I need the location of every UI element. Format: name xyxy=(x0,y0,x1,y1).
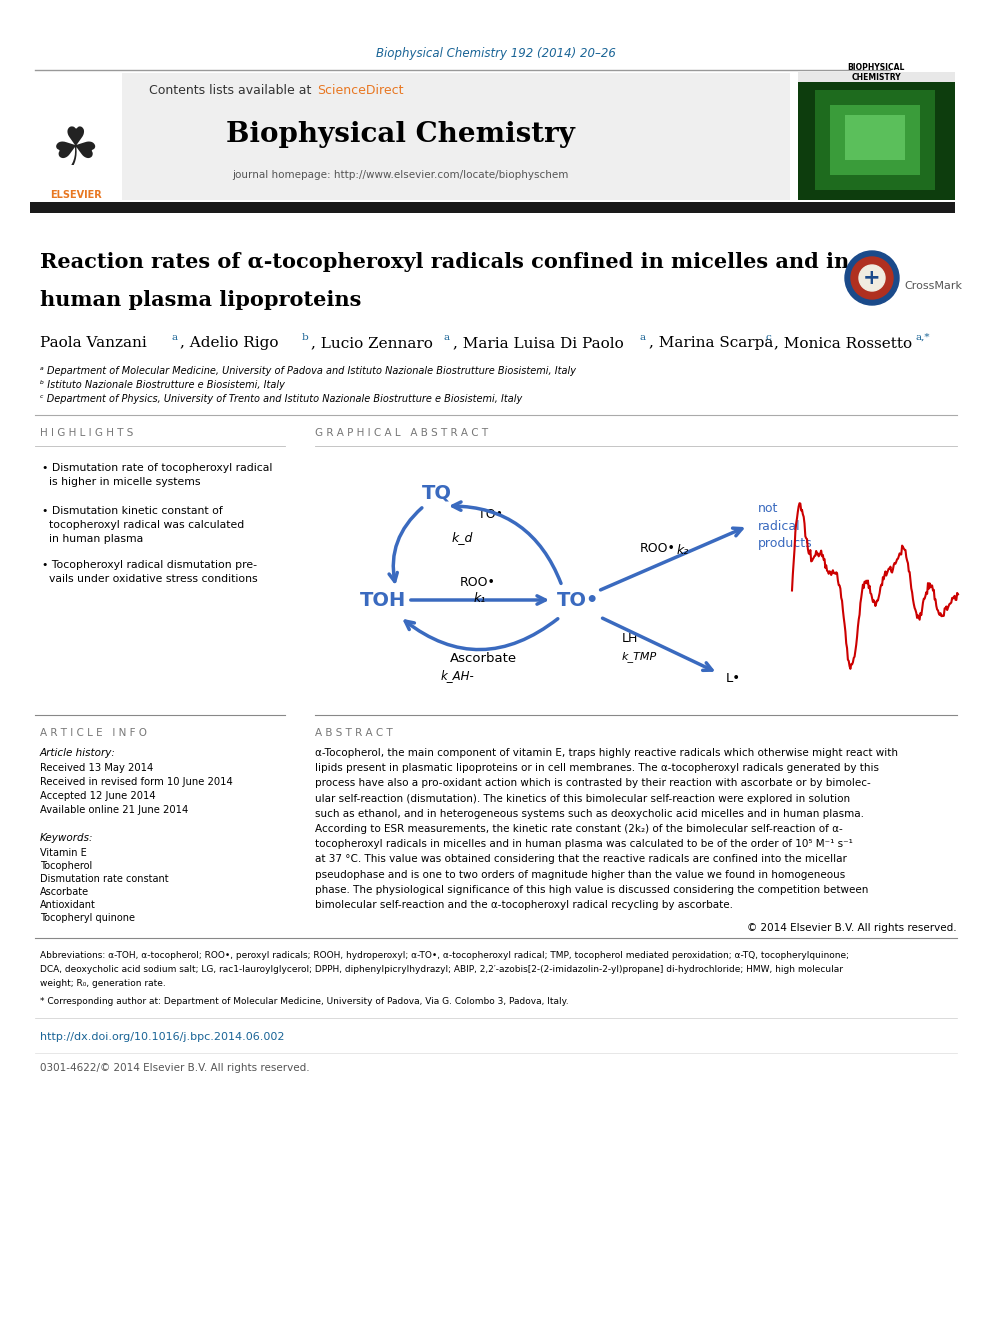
Text: ᵃ Department of Molecular Medicine, University of Padova and Istituto Nazionale : ᵃ Department of Molecular Medicine, Univ… xyxy=(40,366,576,376)
Text: Tocopherol: Tocopherol xyxy=(40,861,92,871)
Text: products: products xyxy=(758,537,812,550)
Text: Biophysical Chemistry: Biophysical Chemistry xyxy=(225,122,574,148)
Text: , Lucio Zennaro: , Lucio Zennaro xyxy=(311,336,433,351)
Text: Vitamin E: Vitamin E xyxy=(40,848,86,859)
Text: radical: radical xyxy=(758,520,801,532)
Text: LH: LH xyxy=(622,631,639,644)
Text: such as ethanol, and in heterogeneous systems such as deoxycholic acid micelles : such as ethanol, and in heterogeneous sy… xyxy=(315,808,864,819)
Text: +: + xyxy=(863,269,881,288)
Text: • Dismutation kinetic constant of
  tocopheroxyl radical was calculated
  in hum: • Dismutation kinetic constant of tocoph… xyxy=(42,505,244,544)
Circle shape xyxy=(845,251,899,306)
Text: • Tocopheroxyl radical dismutation pre-
  vails under oxidative stress condition: • Tocopheroxyl radical dismutation pre- … xyxy=(42,560,258,583)
Text: ELSEVIER: ELSEVIER xyxy=(51,191,102,200)
Text: Abbreviations: α-TOH, α-tocopherol; ROO•, peroxyl radicals; ROOH, hydroperoxyl; : Abbreviations: α-TOH, α-tocopherol; ROO•… xyxy=(40,951,849,960)
Text: ScienceDirect: ScienceDirect xyxy=(317,83,404,97)
Text: TO•: TO• xyxy=(557,590,599,610)
Text: a: a xyxy=(171,332,178,341)
Text: phase. The physiological significance of this high value is discussed considerin: phase. The physiological significance of… xyxy=(315,885,868,894)
Text: G R A P H I C A L   A B S T R A C T: G R A P H I C A L A B S T R A C T xyxy=(315,429,488,438)
Text: H I G H L I G H T S: H I G H L I G H T S xyxy=(40,429,133,438)
Text: ular self-reaction (dismutation). The kinetics of this bimolecular self-reaction: ular self-reaction (dismutation). The ki… xyxy=(315,794,850,803)
Text: weight; R₀, generation rate.: weight; R₀, generation rate. xyxy=(40,979,166,988)
Text: BIOPHYSICAL: BIOPHYSICAL xyxy=(847,62,905,71)
Text: c: c xyxy=(765,332,771,341)
Text: Received in revised form 10 June 2014: Received in revised form 10 June 2014 xyxy=(40,777,233,787)
Text: TO•: TO• xyxy=(477,508,503,521)
Text: , Marina Scarpa: , Marina Scarpa xyxy=(649,336,774,351)
Text: , Maria Luisa Di Paolo: , Maria Luisa Di Paolo xyxy=(453,336,624,351)
Text: http://dx.doi.org/10.1016/j.bpc.2014.06.002: http://dx.doi.org/10.1016/j.bpc.2014.06.… xyxy=(40,1032,285,1043)
Text: Received 13 May 2014: Received 13 May 2014 xyxy=(40,763,153,773)
Circle shape xyxy=(851,257,893,299)
Text: ☘: ☘ xyxy=(53,124,99,176)
Text: a,*: a,* xyxy=(916,332,930,341)
Text: k₂: k₂ xyxy=(677,544,689,557)
Text: Contents lists available at: Contents lists available at xyxy=(149,83,315,97)
Text: Dismutation rate constant: Dismutation rate constant xyxy=(40,875,169,884)
Text: α-Tocopherol, the main component of vitamin E, traps highly reactive radicals wh: α-Tocopherol, the main component of vita… xyxy=(315,747,898,758)
FancyBboxPatch shape xyxy=(815,90,935,191)
Text: ᵇ Istituto Nazionale Biostrutture e Biosistemi, Italy: ᵇ Istituto Nazionale Biostrutture e Bios… xyxy=(40,380,285,390)
Text: TQ: TQ xyxy=(422,483,452,503)
Text: tocopheroxyl radicals in micelles and in human plasma was calculated to be of th: tocopheroxyl radicals in micelles and in… xyxy=(315,839,853,849)
Text: CrossMark: CrossMark xyxy=(904,280,962,291)
Text: CHEMISTRY: CHEMISTRY xyxy=(851,73,901,82)
Text: © 2014 Elsevier B.V. All rights reserved.: © 2014 Elsevier B.V. All rights reserved… xyxy=(747,923,957,933)
Text: * Corresponding author at: Department of Molecular Medicine, University of Padov: * Corresponding author at: Department of… xyxy=(40,996,568,1005)
Text: ROO•: ROO• xyxy=(640,541,676,554)
Text: lipids present in plasmatic lipoproteins or in cell membranes. The α-tocopheroxy: lipids present in plasmatic lipoproteins… xyxy=(315,763,879,773)
Text: Ascorbate: Ascorbate xyxy=(449,651,517,664)
FancyBboxPatch shape xyxy=(830,105,920,175)
FancyBboxPatch shape xyxy=(798,71,955,82)
Text: L•: L• xyxy=(726,672,741,684)
FancyBboxPatch shape xyxy=(30,73,122,200)
Text: According to ESR measurements, the kinetic rate constant (2k₂) of the bimolecula: According to ESR measurements, the kinet… xyxy=(315,824,843,833)
Text: not: not xyxy=(758,501,779,515)
Circle shape xyxy=(859,265,885,291)
Text: Antioxidant: Antioxidant xyxy=(40,900,96,910)
FancyBboxPatch shape xyxy=(30,202,955,213)
Text: k_TMP: k_TMP xyxy=(622,651,658,663)
FancyBboxPatch shape xyxy=(798,60,955,71)
Text: b: b xyxy=(302,332,309,341)
Text: Accepted 12 June 2014: Accepted 12 June 2014 xyxy=(40,791,156,800)
Text: , Adelio Rigo: , Adelio Rigo xyxy=(180,336,279,351)
Text: at 37 °C. This value was obtained considering that the reactive radicals are con: at 37 °C. This value was obtained consid… xyxy=(315,855,847,864)
Text: k_AH-: k_AH- xyxy=(440,669,474,683)
FancyBboxPatch shape xyxy=(845,115,905,160)
Text: Tocopheryl quinone: Tocopheryl quinone xyxy=(40,913,135,923)
Text: ROO•: ROO• xyxy=(460,576,496,589)
Text: ᶜ Department of Physics, University of Trento and Istituto Nazionale Biostruttur: ᶜ Department of Physics, University of T… xyxy=(40,394,522,404)
Text: A R T I C L E   I N F O: A R T I C L E I N F O xyxy=(40,728,147,738)
Text: human plasma lipoproteins: human plasma lipoproteins xyxy=(40,290,361,310)
Text: a: a xyxy=(444,332,450,341)
Text: Article history:: Article history: xyxy=(40,747,116,758)
Text: journal homepage: http://www.elsevier.com/locate/biophyschem: journal homepage: http://www.elsevier.co… xyxy=(232,169,568,180)
Text: Keywords:: Keywords: xyxy=(40,833,93,843)
Text: , Monica Rossetto: , Monica Rossetto xyxy=(774,336,912,351)
Text: k₁: k₁ xyxy=(474,591,486,605)
Text: bimolecular self-reaction and the α-tocopheroxyl radical recycling by ascorbate.: bimolecular self-reaction and the α-toco… xyxy=(315,900,733,910)
FancyBboxPatch shape xyxy=(798,71,955,200)
Text: • Dismutation rate of tocopheroxyl radical
  is higher in micelle systems: • Dismutation rate of tocopheroxyl radic… xyxy=(42,463,273,487)
Text: A B S T R A C T: A B S T R A C T xyxy=(315,728,393,738)
Text: a: a xyxy=(640,332,646,341)
Text: 0301-4622/© 2014 Elsevier B.V. All rights reserved.: 0301-4622/© 2014 Elsevier B.V. All right… xyxy=(40,1062,310,1073)
Text: pseudophase and is one to two orders of magnitude higher than the value we found: pseudophase and is one to two orders of … xyxy=(315,869,845,880)
Text: Available online 21 June 2014: Available online 21 June 2014 xyxy=(40,804,188,815)
Text: Ascorbate: Ascorbate xyxy=(40,886,89,897)
Text: DCA, deoxycholic acid sodium salt; LG, rac1-lauroylglycerol; DPPH, diphenylpicry: DCA, deoxycholic acid sodium salt; LG, r… xyxy=(40,966,843,975)
Text: k_d: k_d xyxy=(451,532,472,545)
Text: Biophysical Chemistry 192 (2014) 20–26: Biophysical Chemistry 192 (2014) 20–26 xyxy=(376,46,616,60)
FancyBboxPatch shape xyxy=(120,73,790,200)
Text: process have also a pro-oxidant action which is contrasted by their reaction wit: process have also a pro-oxidant action w… xyxy=(315,778,871,789)
Text: Paola Vanzani: Paola Vanzani xyxy=(40,336,147,351)
Text: Reaction rates of α-tocopheroxyl radicals confined in micelles and in: Reaction rates of α-tocopheroxyl radical… xyxy=(40,251,849,273)
Text: TOH: TOH xyxy=(360,590,406,610)
